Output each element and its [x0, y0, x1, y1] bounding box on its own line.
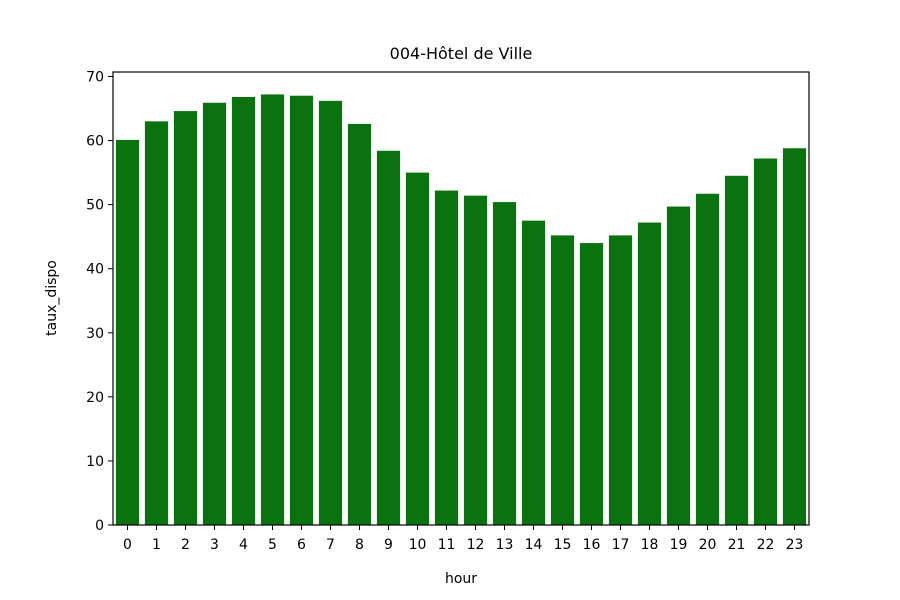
x-tick-label: 20 [699, 537, 717, 553]
x-tick-label: 15 [554, 537, 572, 553]
y-tick-label: 40 [86, 262, 104, 278]
bar-hour-18 [637, 222, 662, 525]
bar-hour-9 [376, 150, 401, 525]
x-tick-label: 11 [438, 537, 456, 553]
bar-hour-5 [260, 94, 285, 526]
bar-hour-10 [405, 172, 430, 525]
bar-hour-15 [550, 235, 575, 525]
bar-hour-12 [463, 195, 488, 525]
bar-hour-16 [579, 243, 604, 525]
bar-hour-8 [347, 123, 372, 526]
x-tick-label: 18 [641, 537, 659, 553]
bar-hour-22 [753, 158, 778, 525]
x-tick-label: 8 [355, 537, 364, 553]
y-tick-label: 0 [95, 518, 104, 534]
y-tick-label: 10 [86, 454, 104, 470]
y-axis-label: taux_dispo [44, 260, 60, 336]
x-tick-label: 1 [152, 537, 161, 553]
y-tick-label: 20 [86, 390, 104, 406]
x-tick-label: 0 [123, 537, 132, 553]
bar-hour-17 [608, 235, 633, 525]
x-tick-label: 19 [670, 537, 688, 553]
x-tick-label: 16 [583, 537, 601, 553]
bar-hour-0 [115, 139, 140, 526]
bar-hour-14 [521, 220, 546, 525]
bar-hour-1 [144, 121, 169, 525]
x-tick-label: 4 [239, 537, 248, 553]
x-tick-label: 6 [297, 537, 306, 553]
y-axis-ticks: 0 10 20 30 40 50 60 70 [86, 69, 113, 534]
x-tick-label: 5 [268, 537, 277, 553]
y-tick-label: 70 [86, 69, 104, 85]
x-tick-label: 3 [210, 537, 219, 553]
bar-hour-23 [782, 148, 807, 525]
bar-hour-7 [318, 100, 343, 525]
x-tick-label: 9 [384, 537, 393, 553]
bar-hour-20 [695, 193, 720, 526]
bar-hour-21 [724, 175, 749, 526]
x-tick-label: 23 [786, 537, 804, 553]
x-tick-label: 17 [612, 537, 630, 553]
x-tick-label: 22 [757, 537, 775, 553]
x-tick-label: 14 [525, 537, 543, 553]
y-tick-label: 30 [86, 326, 104, 342]
x-axis-label: hour [445, 571, 477, 587]
bar-hour-6 [289, 95, 314, 526]
x-axis-ticks: 0 1 2 3 4 5 6 7 8 9 10 11 12 13 14 15 16 17 18 19 20 21 22 23 [123, 525, 803, 553]
y-tick-label: 50 [86, 198, 104, 214]
bar-hour-4 [231, 96, 256, 526]
x-tick-label: 2 [181, 537, 190, 553]
bar-hour-19 [666, 206, 691, 526]
y-tick-label: 60 [86, 134, 104, 150]
x-tick-label: 7 [326, 537, 335, 553]
bar-hour-2 [173, 111, 198, 525]
bar-hour-3 [202, 102, 227, 525]
plot-frame [112, 71, 810, 526]
x-tick-label: 10 [409, 537, 427, 553]
x-tick-label: 13 [496, 537, 514, 553]
bars-group [115, 94, 807, 526]
bar-hour-11 [434, 190, 459, 526]
x-tick-label: 12 [467, 537, 485, 553]
x-tick-label: 21 [728, 537, 746, 553]
chart-title: 004-Hôtel de Ville [390, 44, 533, 63]
bar-hour-13 [492, 202, 517, 525]
